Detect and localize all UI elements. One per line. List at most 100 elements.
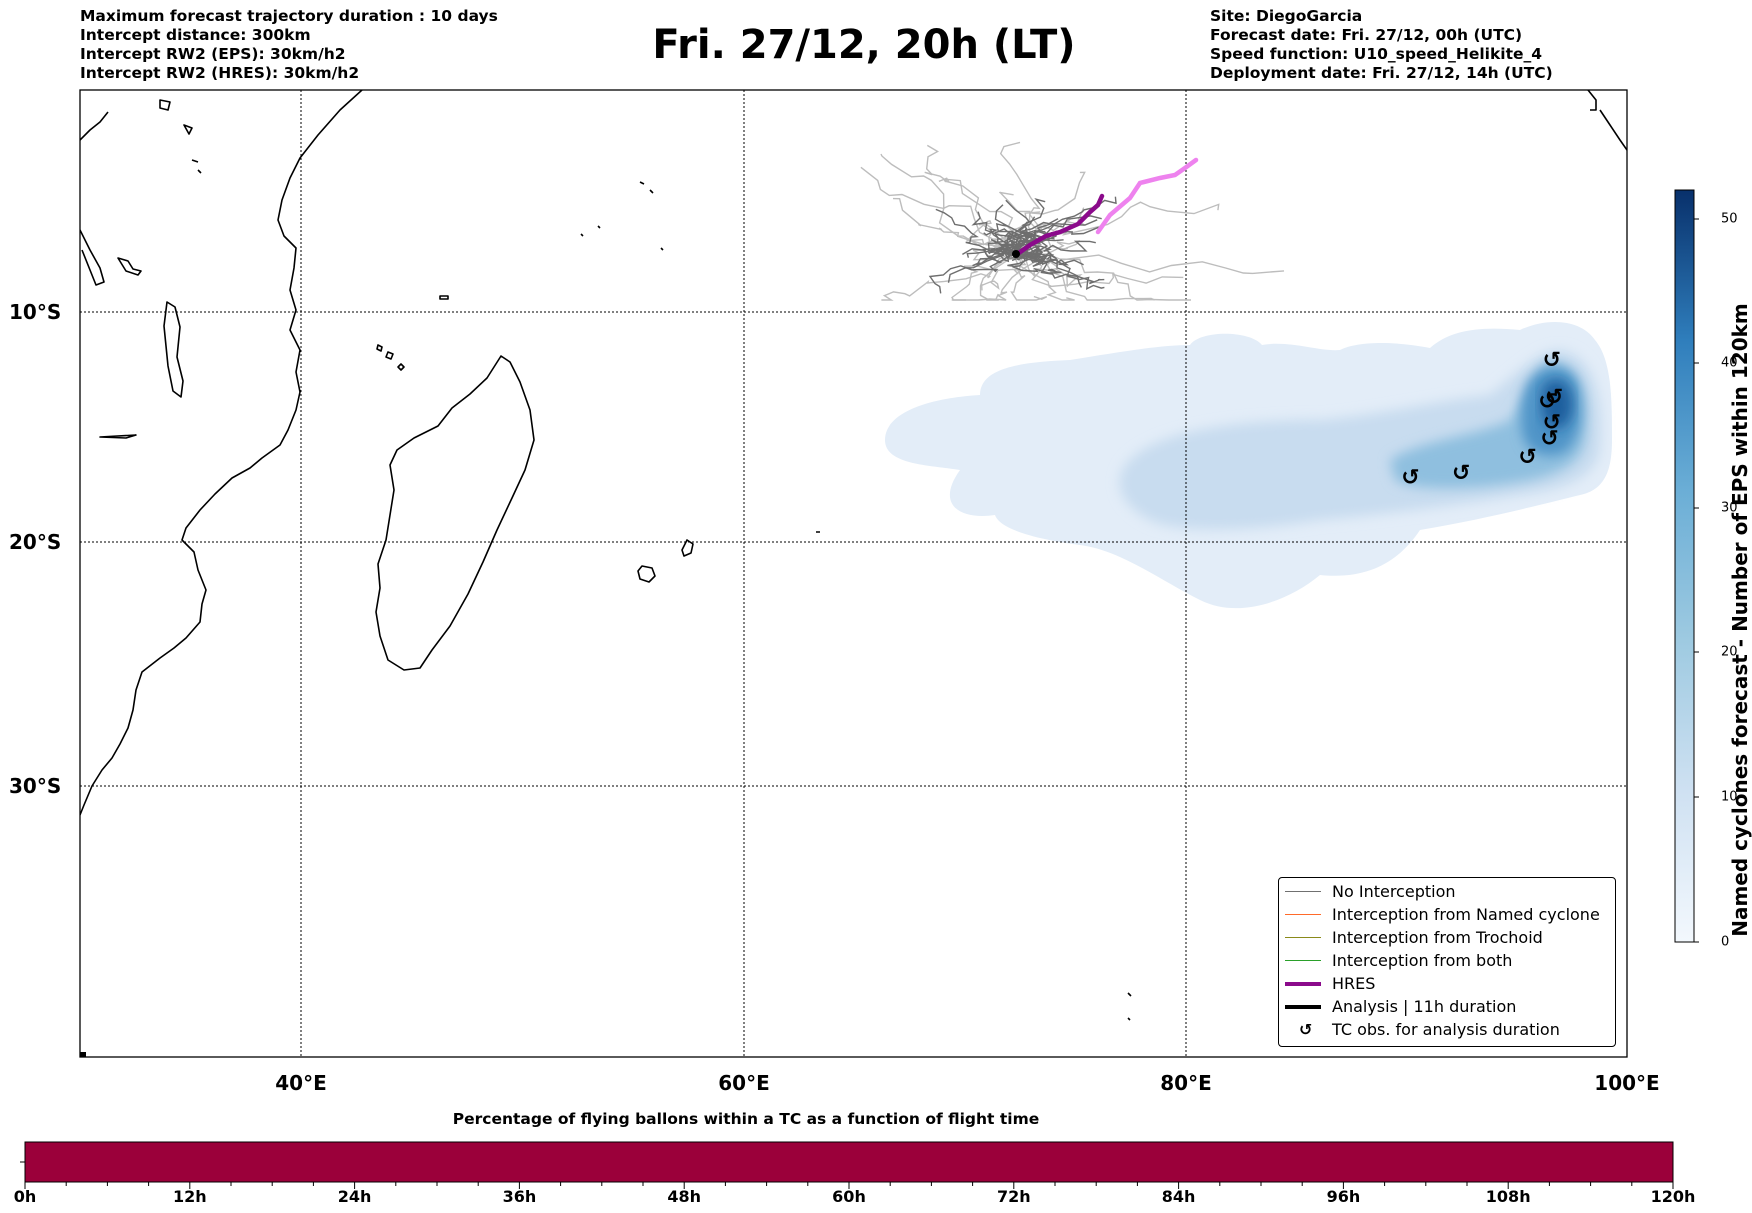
legend-item-tc-obs: ↺ TC obs. for analysis duration xyxy=(1279,1019,1615,1041)
lat-tick-label: 10°S xyxy=(9,300,61,324)
header-right-info: Site: DiegoGarcia Forecast date: Fri. 27… xyxy=(1210,7,1553,83)
eps-trajectory xyxy=(881,251,1017,301)
lon-tick-label: 40°E xyxy=(275,1071,327,1095)
legend-line-swatch xyxy=(1285,937,1321,938)
eps-trajectory xyxy=(1012,251,1062,274)
colorbar-tick-label: 40 xyxy=(1721,355,1738,371)
legend-label: TC obs. for analysis duration xyxy=(1332,1020,1560,1039)
eps-trajectory xyxy=(1015,251,1155,301)
legend-label: No Interception xyxy=(1332,882,1456,901)
top-islands xyxy=(159,99,202,174)
legend-line-swatch xyxy=(1285,891,1321,892)
mauritius-island xyxy=(681,539,694,557)
map-legend: No Interception Interception from Named … xyxy=(1278,877,1616,1047)
eps-trajectory xyxy=(947,246,1017,283)
header-left-line: Intercept RW2 (EPS): 30km/h2 xyxy=(80,45,346,63)
tc-symbol-icon: ↺ xyxy=(1299,1020,1313,1039)
coastlines xyxy=(80,90,1627,1021)
legend-line-swatch xyxy=(1285,914,1321,915)
flight-bar-tick-marks xyxy=(24,1182,1674,1189)
legend-item-trochoid: Interception from Trochoid xyxy=(1279,927,1615,949)
header-left-line: Intercept distance: 300km xyxy=(80,26,311,44)
colorbar-label: Named cyclones forecast - Number of EPS … xyxy=(1728,303,1752,937)
flight-bar-tick-label: 120h xyxy=(1650,1187,1696,1206)
flight-bar-title: Percentage of flying ballons within a TC… xyxy=(452,1110,1040,1128)
legend-item-no-interception: No Interception xyxy=(1279,881,1615,903)
flight-bar-tick-label: 72h xyxy=(996,1187,1031,1206)
comoros-island xyxy=(385,351,394,360)
top-right-coast xyxy=(1587,90,1627,151)
header-left-line: Intercept RW2 (HRES): 30km/h2 xyxy=(80,64,360,82)
colorbar-tick-marks xyxy=(1694,218,1699,943)
header-right-line: Site: DiegoGarcia xyxy=(1210,7,1363,25)
eps-trajectory xyxy=(1015,219,1098,253)
lat-ticks: 10°S 20°S 30°S xyxy=(9,300,61,798)
flight-bar-tick-label: 36h xyxy=(502,1187,537,1206)
header-left-line: Maximum forecast trajectory duration : 1… xyxy=(80,7,498,25)
legend-item-named-cyclone: Interception from Named cyclone xyxy=(1279,904,1615,926)
flight-time-bar xyxy=(24,1141,1674,1183)
map-frame xyxy=(79,89,1628,1058)
eps-trajectory xyxy=(980,251,1024,291)
islet xyxy=(439,295,449,300)
tc-observation-icon: ↺ xyxy=(1518,445,1536,470)
flight-bar-tick-label: 96h xyxy=(1326,1187,1361,1206)
eps-trajectories-light xyxy=(860,141,1285,301)
graticule xyxy=(80,90,1627,1057)
lon-ticks: 40°E 60°E 80°E 100°E xyxy=(275,1071,1659,1095)
cyclone-density-field xyxy=(885,321,1612,609)
legend-item-analysis: Analysis | 11h duration xyxy=(1279,996,1615,1018)
tc-observations: ↺ ↺↺↺↺↺↺↺ xyxy=(1401,348,1563,490)
tc-observation-icon: ↺ xyxy=(1545,385,1563,410)
hres-track xyxy=(1013,193,1105,258)
legend-label: Analysis | 11h duration xyxy=(1332,997,1517,1016)
legend-item-hres: HRES xyxy=(1279,973,1615,995)
header-right-line: Deployment date: Fri. 27/12, 14h (UTC) xyxy=(1210,64,1553,82)
arabia-coast-fragment xyxy=(80,111,109,141)
somalia-fragment xyxy=(80,229,105,286)
eps-trajectory xyxy=(860,166,1017,253)
legend-line-swatch xyxy=(1285,960,1321,961)
header-left-info: Maximum forecast trajectory duration : 1… xyxy=(80,7,498,83)
coastal-inlet xyxy=(99,434,137,439)
colorbar-tick-label: 10 xyxy=(1721,789,1738,805)
africa-coastline xyxy=(80,90,363,816)
legend-label: Interception from both xyxy=(1332,951,1513,970)
tc-observation-icon: ↺ xyxy=(1452,461,1470,486)
legend-label: Interception from Named cyclone xyxy=(1332,905,1600,924)
legend-line-swatch xyxy=(1285,982,1321,986)
tc-observation-icon: ↺ xyxy=(1538,390,1556,415)
flight-bar-tick-label: 84h xyxy=(1161,1187,1196,1206)
colorbar-tick-label: 0 xyxy=(1721,934,1730,950)
corner-marker xyxy=(80,1052,86,1057)
page-title: Fri. 27/12, 20h (LT) xyxy=(652,22,1076,68)
comoros-island xyxy=(376,344,383,352)
legend-label: HRES xyxy=(1332,974,1376,993)
mayotte-island xyxy=(397,363,405,371)
eps-trajectory xyxy=(935,208,1017,253)
hres-track-future xyxy=(1095,157,1199,235)
tc-observation-icon: ↺ xyxy=(1401,466,1419,491)
coastal-inlet xyxy=(117,257,142,276)
madagascar-outline xyxy=(375,355,535,671)
legend-line-swatch xyxy=(1285,1005,1321,1009)
flight-bar-tick-label: 0h xyxy=(13,1187,37,1206)
seychelles-islets xyxy=(580,181,664,251)
deployment-point xyxy=(1012,250,1020,258)
flight-bar-tick-label: 60h xyxy=(832,1187,866,1206)
eps-trajectory xyxy=(1015,240,1096,253)
lon-tick-label: 60°E xyxy=(718,1071,770,1095)
colorbar-tick-label: 50 xyxy=(1721,211,1738,227)
lon-tick-label: 100°E xyxy=(1594,1071,1659,1095)
eps-trajectory xyxy=(951,251,1040,301)
flight-bar-tick-label: 12h xyxy=(172,1187,207,1206)
flight-bar-tick-label: 108h xyxy=(1485,1187,1531,1206)
eps-trajectory xyxy=(1015,249,1058,266)
eps-trajectory xyxy=(990,204,1017,253)
header-right-line: Speed function: U10_speed_Helikite_4 xyxy=(1210,45,1543,63)
eps-trajectory xyxy=(928,251,1017,294)
legend-label: Interception from Trochoid xyxy=(1332,928,1543,947)
flight-bar-tick-label: 48h xyxy=(667,1187,702,1206)
eps-trajectory xyxy=(1015,251,1105,290)
